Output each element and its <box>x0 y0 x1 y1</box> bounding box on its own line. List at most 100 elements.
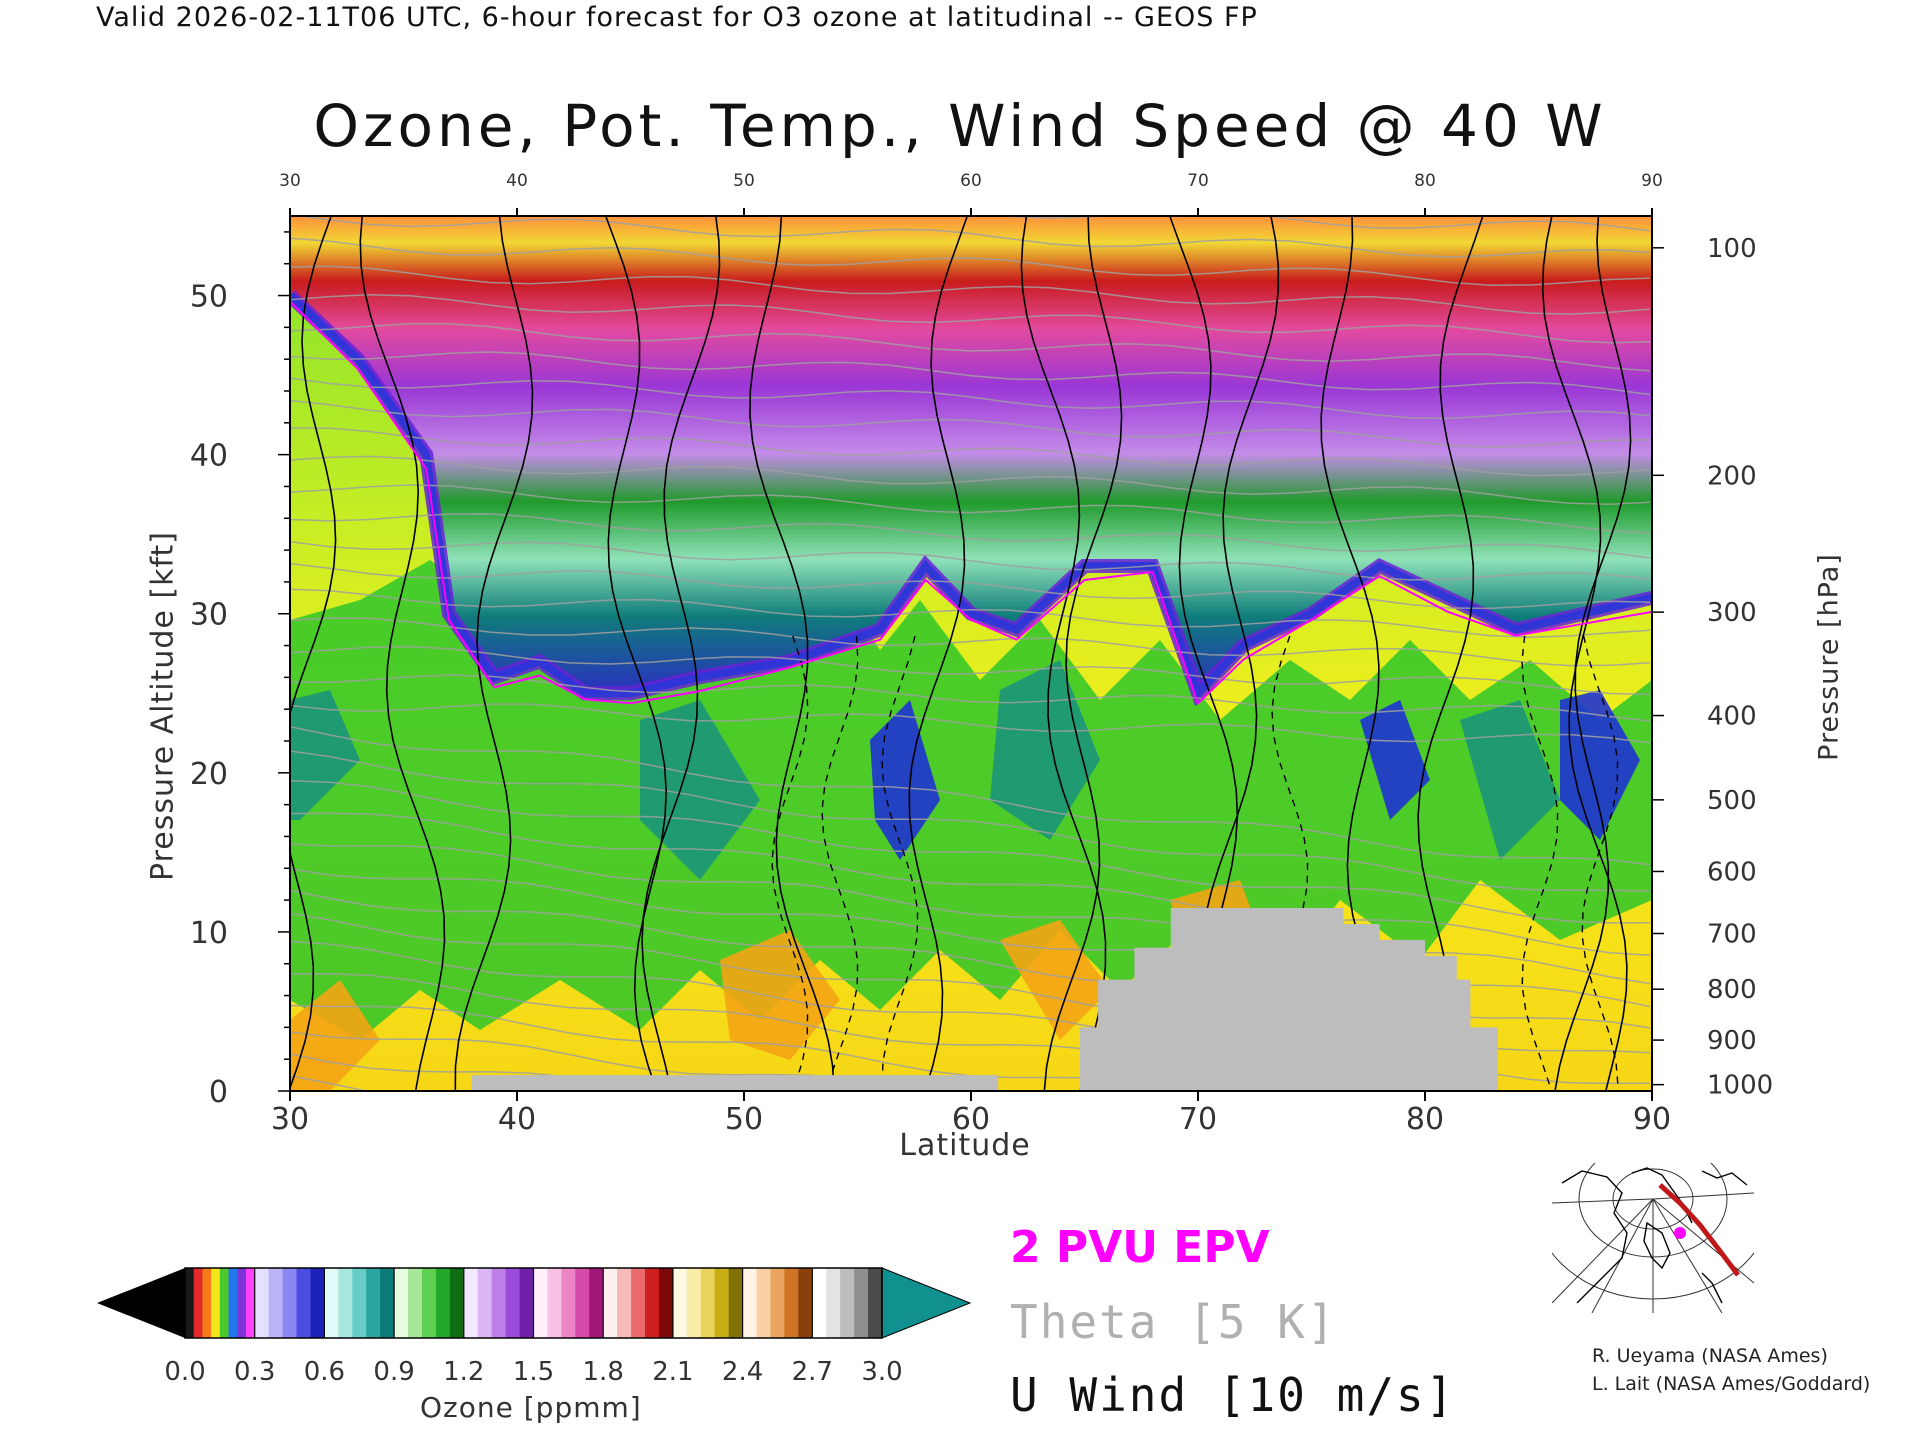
y-tick-label: 40 <box>190 439 228 474</box>
colorbar-swatch <box>237 1268 247 1338</box>
colorbar-tick-label: 2.7 <box>792 1357 833 1387</box>
y2-tick-label: 300 <box>1707 598 1757 628</box>
theta-contour <box>290 725 1651 866</box>
theta-contour <box>290 351 1651 396</box>
colorbar-swatch <box>575 1268 590 1338</box>
wind-contour <box>454 216 534 1091</box>
colorbar-tick-label: 0.9 <box>373 1357 414 1387</box>
colorbar-swatch <box>193 1268 204 1338</box>
colorbar-swatch <box>254 1268 270 1338</box>
colorbar-tick-label: 2.4 <box>722 1357 763 1387</box>
x-tick-label: 80 <box>1406 1102 1444 1137</box>
theta-contour <box>295 216 1651 258</box>
colorbar-swatch <box>310 1268 325 1338</box>
colorbar-swatch <box>770 1268 786 1338</box>
credit-line-1: R. Ueyama (NASA Ames) <box>1592 1345 1828 1367</box>
theta-contour <box>290 1031 924 1091</box>
tropopause-band-inner <box>290 292 1652 701</box>
y2-tick-label: 500 <box>1707 786 1757 816</box>
colorbar-swatch <box>338 1268 353 1338</box>
colorbar-swatch <box>408 1268 423 1338</box>
u-wind-contours <box>290 216 1632 1091</box>
colorbar-swatch <box>561 1268 576 1338</box>
theta-contour <box>290 294 1651 344</box>
theta-contour <box>290 237 1651 286</box>
colorbar-tick-label: 3.0 <box>861 1357 902 1387</box>
wind-contour <box>1417 216 1484 1091</box>
legend-theta: Theta [5 K] <box>1010 1295 1337 1349</box>
ozone-band-blue <box>870 690 1640 860</box>
y2-axis-title: Pressure [hPa] <box>1813 553 1845 761</box>
colorbar-swatch <box>282 1268 298 1338</box>
colorbar-swatch <box>686 1268 702 1338</box>
x-top-tick-label: 40 <box>506 171 528 191</box>
wind-contour <box>749 216 835 1091</box>
colorbar-swatch <box>854 1268 869 1338</box>
y2-tick-label: 400 <box>1707 702 1757 732</box>
wind-contour <box>641 216 721 1091</box>
colorbar-title: Ozone [ppmm] <box>420 1391 642 1424</box>
colorbar-swatch <box>211 1268 221 1338</box>
theta-contour <box>290 562 1651 610</box>
theta-contour <box>290 588 1651 638</box>
theta-isentropes <box>290 216 1651 1091</box>
theta-contour <box>290 455 1651 505</box>
theta-contour <box>290 617 1651 667</box>
x-top-tick-label: 60 <box>960 171 982 191</box>
y2-tick-label: 200 <box>1707 461 1757 491</box>
wind-contour <box>908 216 969 1091</box>
colorbar-tick-label: 0.3 <box>234 1357 275 1387</box>
x-tick-label: 70 <box>1179 1102 1217 1137</box>
x-axis-title: Latitude <box>899 1128 1031 1163</box>
legend-wind: U Wind [10 m/s] <box>1010 1368 1456 1422</box>
colorbar-swatch <box>645 1268 660 1338</box>
theta-contour <box>290 322 1651 372</box>
colorbar-tick-label: 0.0 <box>164 1357 205 1387</box>
wind-contour <box>1541 216 1628 1091</box>
colorbar-swatch <box>547 1268 562 1338</box>
ozone-band-orange <box>290 880 1270 1091</box>
colorbar-swatch <box>868 1268 883 1338</box>
wind-contour <box>1043 216 1123 1091</box>
y-axis-title: Pressure Altitude [kft] <box>145 531 181 881</box>
colorbar-swatch <box>324 1268 339 1338</box>
colorbar-swatch <box>245 1268 256 1338</box>
colorbar-tick-label: 1.5 <box>513 1357 554 1387</box>
valid-time-line: Valid 2026-02-11T06 UTC, 6-hour forecast… <box>96 2 1258 33</box>
x-tick-label: 60 <box>952 1102 990 1137</box>
y2-tick-label: 800 <box>1707 975 1757 1005</box>
ozone-colorbar: 0.0 0.3 0.6 0.9 1.2 1.5 1.8 2.1 2.4 2.7 3.0 <box>97 1267 972 1387</box>
colorbar-swatch <box>421 1268 437 1338</box>
wind-contour <box>290 216 337 1091</box>
colorbar-swatch <box>784 1268 799 1338</box>
theta-contour <box>290 484 1651 534</box>
wind-contour <box>604 216 668 1091</box>
colorbar-swatch <box>519 1268 535 1338</box>
colorbar-tick-label: 2.1 <box>652 1357 693 1387</box>
theta-contour <box>290 780 1651 924</box>
theta-contour <box>290 377 1651 420</box>
colorbar-swatch <box>296 1268 312 1338</box>
colorbar-swatch <box>798 1268 813 1338</box>
colorbar-swatch <box>435 1268 451 1338</box>
colorbar-swatch <box>658 1268 674 1338</box>
y2-tick-label: 700 <box>1707 920 1757 950</box>
wind-contour <box>1020 216 1107 1091</box>
colorbar-tick-label: 0.6 <box>304 1357 345 1387</box>
u-wind-negative-contours <box>771 635 1619 1087</box>
x-top-tick-label: 70 <box>1187 171 1209 191</box>
y-tick-label: 30 <box>190 598 228 633</box>
theta-contour <box>290 645 1651 696</box>
y-tick-label: 20 <box>190 757 228 792</box>
x-top-tick-label: 50 <box>733 171 755 191</box>
colorbar-swatch <box>589 1268 604 1338</box>
colorbar-swatch <box>617 1268 632 1338</box>
x-tick-label: 50 <box>725 1102 763 1137</box>
theta-contour <box>290 513 1651 559</box>
theta-contour <box>290 541 1651 581</box>
colorbar-under-arrow <box>97 1268 185 1338</box>
colorbar-swatch <box>505 1268 521 1338</box>
colorbar-swatch <box>219 1268 230 1338</box>
colorbar-swatch <box>449 1268 465 1338</box>
